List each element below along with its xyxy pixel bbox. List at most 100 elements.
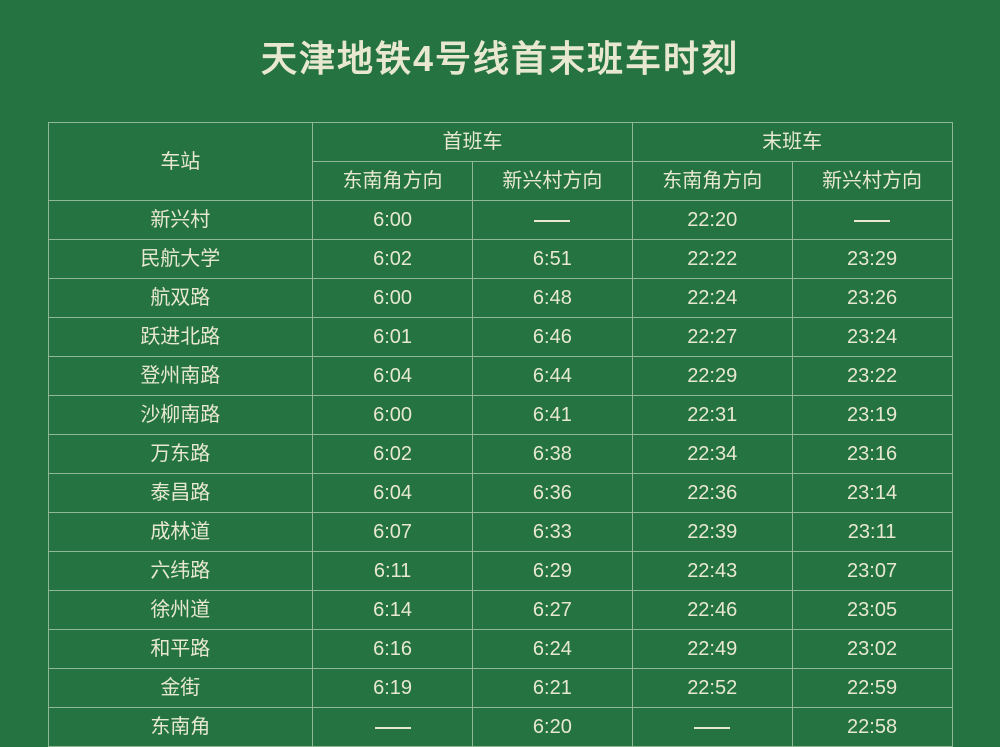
- table-row: 跃进北路6:016:4622:2723:24: [48, 318, 952, 357]
- dash-icon: [854, 220, 890, 222]
- cell-last-dir2: 23:22: [792, 357, 952, 396]
- timetable: 车站 首班车 末班车 东南角方向 新兴村方向 东南角方向 新兴村方向 新兴村6:…: [48, 122, 953, 747]
- cell-first-dir1: 6:02: [313, 435, 473, 474]
- cell-first-dir2: 6:27: [472, 591, 632, 630]
- cell-first-dir1: 6:00: [313, 201, 473, 240]
- cell-last-dir2: 23:19: [792, 396, 952, 435]
- cell-last-dir1: 22:46: [632, 591, 792, 630]
- cell-last-dir2: 23:07: [792, 552, 952, 591]
- cell-last-dir1: 22:31: [632, 396, 792, 435]
- table-row: 泰昌路6:046:3622:3623:14: [48, 474, 952, 513]
- header-last-dir2: 新兴村方向: [792, 162, 952, 201]
- cell-station: 航双路: [48, 279, 313, 318]
- cell-first-dir2: 6:46: [472, 318, 632, 357]
- cell-first-dir2: 6:20: [472, 708, 632, 747]
- table-row: 沙柳南路6:006:4122:3123:19: [48, 396, 952, 435]
- cell-last-dir2: 23:02: [792, 630, 952, 669]
- cell-first-dir2: 6:21: [472, 669, 632, 708]
- header-first-dir2: 新兴村方向: [472, 162, 632, 201]
- cell-last-dir1: 22:20: [632, 201, 792, 240]
- cell-station: 东南角: [48, 708, 313, 747]
- cell-first-dir1: 6:01: [313, 318, 473, 357]
- table-row: 徐州道6:146:2722:4623:05: [48, 591, 952, 630]
- cell-first-dir1: 6:04: [313, 357, 473, 396]
- table-row: 民航大学6:026:5122:2223:29: [48, 240, 952, 279]
- cell-station: 徐州道: [48, 591, 313, 630]
- cell-first-dir2: 6:36: [472, 474, 632, 513]
- cell-last-dir2: 23:11: [792, 513, 952, 552]
- cell-last-dir2: 22:59: [792, 669, 952, 708]
- cell-last-dir2: 23:24: [792, 318, 952, 357]
- cell-last-dir1: 22:49: [632, 630, 792, 669]
- cell-first-dir1: 6:14: [313, 591, 473, 630]
- cell-first-dir1: 6:19: [313, 669, 473, 708]
- cell-last-dir2: 22:58: [792, 708, 952, 747]
- header-last-train: 末班车: [632, 123, 952, 162]
- cell-station: 新兴村: [48, 201, 313, 240]
- header-row-1: 车站 首班车 末班车: [48, 123, 952, 162]
- timetable-container: 天津地铁4号线首末班车时刻 车站 首班车 末班车 东南角方向 新兴村方向 东南角…: [0, 0, 1000, 734]
- cell-station: 跃进北路: [48, 318, 313, 357]
- cell-first-dir1: 6:02: [313, 240, 473, 279]
- cell-station: 万东路: [48, 435, 313, 474]
- cell-first-dir1: 6:00: [313, 279, 473, 318]
- cell-last-dir1: 22:27: [632, 318, 792, 357]
- table-row: 新兴村6:00 22:20: [48, 201, 952, 240]
- cell-first-dir2: 6:29: [472, 552, 632, 591]
- cell-last-dir1: 22:43: [632, 552, 792, 591]
- cell-station: 民航大学: [48, 240, 313, 279]
- dash-icon: [694, 727, 730, 729]
- header-first-dir1: 东南角方向: [313, 162, 473, 201]
- cell-last-dir1: 22:22: [632, 240, 792, 279]
- cell-first-dir2: 6:48: [472, 279, 632, 318]
- cell-first-dir1: 6:00: [313, 396, 473, 435]
- table-row: 金街6:196:2122:5222:59: [48, 669, 952, 708]
- table-row: 航双路6:006:4822:2423:26: [48, 279, 952, 318]
- cell-first-dir2: 6:41: [472, 396, 632, 435]
- cell-first-dir2: 6:44: [472, 357, 632, 396]
- table-row: 成林道6:076:3322:3923:11: [48, 513, 952, 552]
- table-body: 新兴村6:0022:20民航大学6:026:5122:2223:29航双路6:0…: [48, 201, 952, 747]
- table-row: 登州南路6:046:4422:2923:22: [48, 357, 952, 396]
- cell-last-dir2: 23:16: [792, 435, 952, 474]
- page-title: 天津地铁4号线首末班车时刻: [0, 30, 1000, 82]
- cell-last-dir2: 23:05: [792, 591, 952, 630]
- cell-first-dir1: 6:04: [313, 474, 473, 513]
- table-header: 车站 首班车 末班车 东南角方向 新兴村方向 东南角方向 新兴村方向: [48, 123, 952, 201]
- cell-first-dir1: 6:16: [313, 630, 473, 669]
- dash-icon: [534, 220, 570, 222]
- cell-last-dir2: 23:29: [792, 240, 952, 279]
- cell-last-dir1: 22:39: [632, 513, 792, 552]
- header-station: 车站: [48, 123, 313, 201]
- cell-station: 泰昌路: [48, 474, 313, 513]
- table-row: 万东路6:026:3822:3423:16: [48, 435, 952, 474]
- cell-last-dir1: 22:36: [632, 474, 792, 513]
- cell-station: 和平路: [48, 630, 313, 669]
- cell-last-dir2: 23:14: [792, 474, 952, 513]
- cell-last-dir1: 22:34: [632, 435, 792, 474]
- header-first-train: 首班车: [313, 123, 633, 162]
- table-row: 六纬路6:116:2922:4323:07: [48, 552, 952, 591]
- cell-station: 沙柳南路: [48, 396, 313, 435]
- cell-station: 登州南路: [48, 357, 313, 396]
- cell-last-dir1: [632, 708, 792, 747]
- cell-station: 金街: [48, 669, 313, 708]
- cell-last-dir1: 22:52: [632, 669, 792, 708]
- cell-last-dir1: 22:24: [632, 279, 792, 318]
- cell-last-dir2: [792, 201, 952, 240]
- table-row: 和平路6:166:2422:4923:02: [48, 630, 952, 669]
- cell-station: 六纬路: [48, 552, 313, 591]
- cell-first-dir2: [472, 201, 632, 240]
- table-row: 东南角 6:20 22:58: [48, 708, 952, 747]
- cell-first-dir1: 6:07: [313, 513, 473, 552]
- cell-station: 成林道: [48, 513, 313, 552]
- header-last-dir1: 东南角方向: [632, 162, 792, 201]
- cell-first-dir2: 6:38: [472, 435, 632, 474]
- dash-icon: [375, 727, 411, 729]
- cell-first-dir2: 6:33: [472, 513, 632, 552]
- cell-last-dir1: 22:29: [632, 357, 792, 396]
- cell-first-dir2: 6:51: [472, 240, 632, 279]
- cell-last-dir2: 23:26: [792, 279, 952, 318]
- cell-first-dir1: 6:11: [313, 552, 473, 591]
- cell-first-dir1: [313, 708, 473, 747]
